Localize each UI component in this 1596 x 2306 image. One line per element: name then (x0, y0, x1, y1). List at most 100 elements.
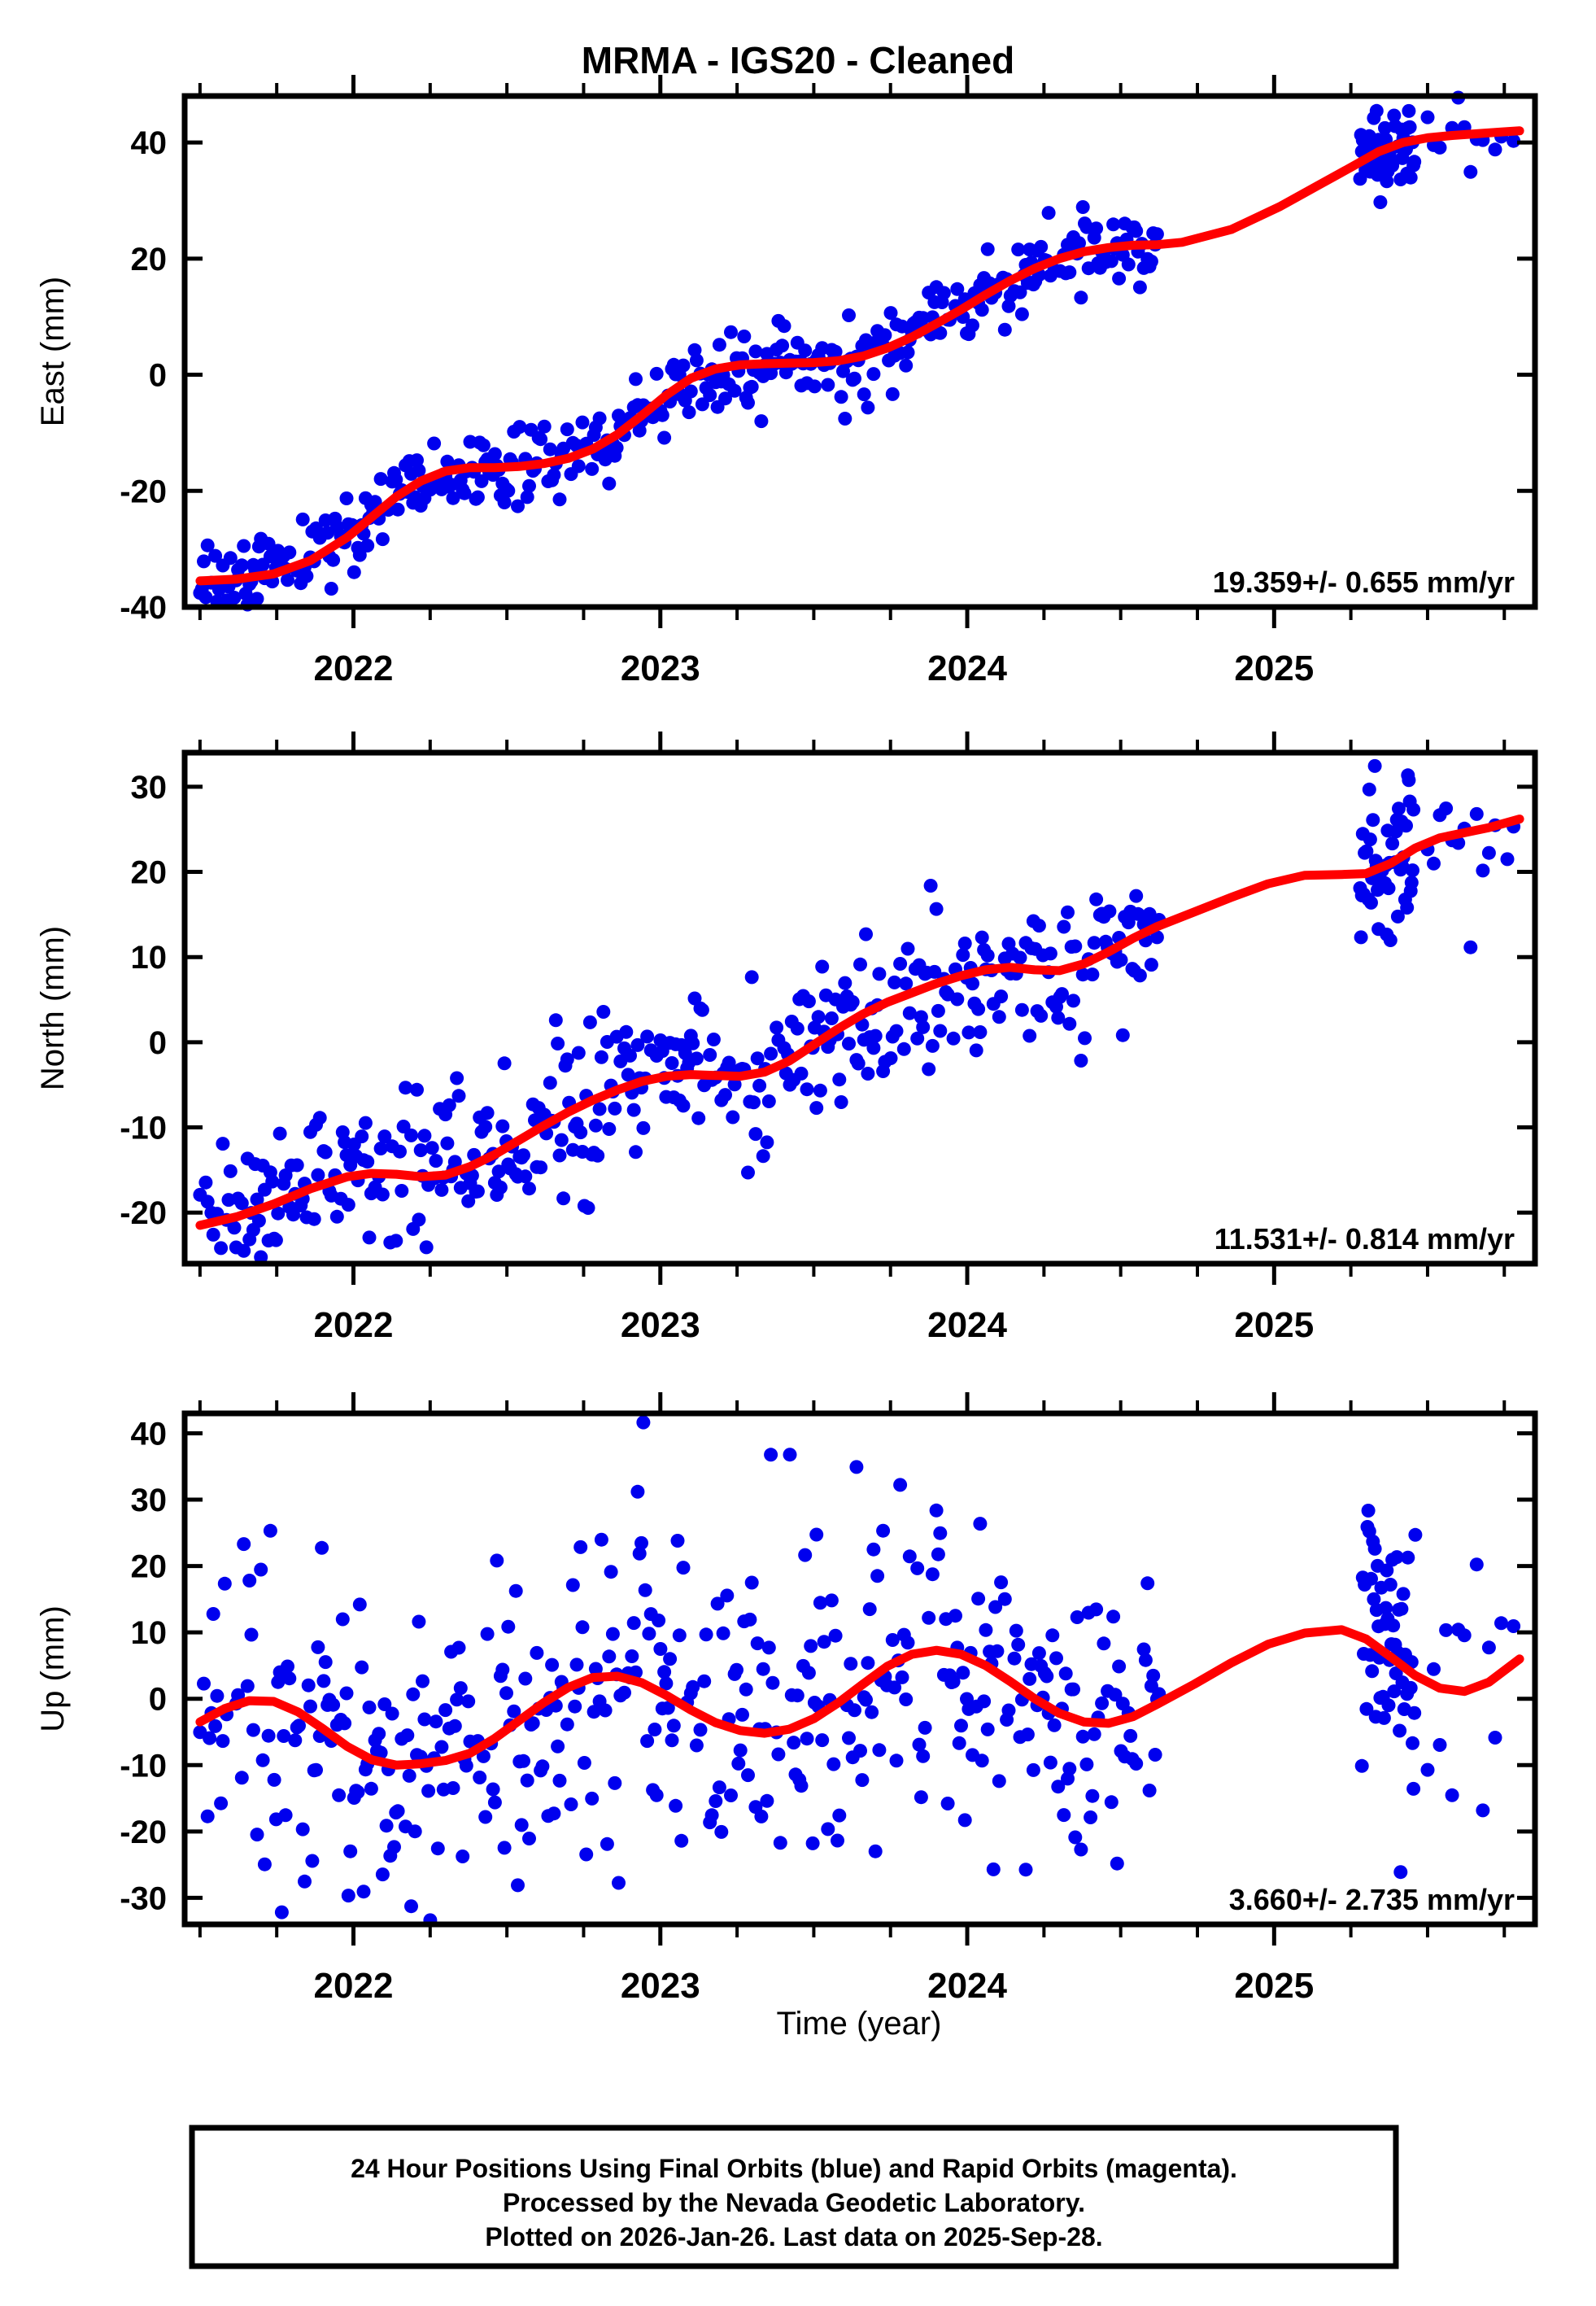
data-point (750, 1636, 765, 1651)
y-tick-label-up: 20 (131, 1549, 168, 1585)
y-tick-label-east: 40 (131, 125, 168, 161)
data-point (760, 1135, 774, 1150)
data-point (1387, 108, 1402, 123)
data-point (748, 1127, 763, 1142)
data-point (724, 1788, 738, 1802)
data-point (933, 1024, 948, 1038)
data-point (957, 1813, 972, 1828)
data-point (973, 1517, 988, 1531)
data-point (309, 1762, 323, 1777)
data-point (1427, 1662, 1441, 1676)
data-point (724, 325, 738, 339)
data-point (277, 1729, 291, 1743)
data-point (499, 1686, 513, 1701)
data-point (800, 1732, 814, 1746)
y-tick-label-up: 10 (131, 1615, 168, 1651)
data-point (625, 1649, 639, 1663)
plot-area-up (185, 1413, 1535, 1924)
data-point (216, 1137, 230, 1151)
data-point (210, 1688, 225, 1703)
data-point (1406, 1781, 1421, 1796)
data-point (223, 1164, 238, 1178)
data-point (636, 1120, 651, 1135)
data-point (360, 1155, 375, 1169)
data-point (237, 1537, 251, 1552)
data-point (902, 1006, 917, 1020)
data-point (1112, 1659, 1127, 1674)
data-point (648, 1723, 662, 1736)
data-point (512, 420, 527, 435)
y-tick-label-north: 30 (131, 770, 168, 806)
data-point (355, 1129, 369, 1144)
data-point (575, 1620, 590, 1635)
data-point (979, 1622, 993, 1637)
data-point (352, 1597, 367, 1612)
data-point (1041, 206, 1056, 221)
page-title: MRMA - IGS20 - Cleaned (582, 39, 1014, 81)
data-point (450, 1071, 464, 1085)
data-point (419, 1240, 434, 1255)
data-point (950, 992, 965, 1007)
data-point (373, 1745, 388, 1760)
data-point (1463, 940, 1478, 954)
data-point (674, 1833, 689, 1848)
data-point (271, 1206, 286, 1221)
data-point (1361, 1504, 1376, 1518)
data-point (307, 1212, 321, 1226)
data-point (355, 1660, 369, 1675)
data-point (305, 1854, 320, 1868)
data-point (1011, 242, 1026, 257)
data-point (1376, 1710, 1391, 1725)
data-point (1386, 1618, 1401, 1633)
data-point (315, 1540, 329, 1555)
data-point (497, 1056, 512, 1071)
data-point (347, 565, 361, 579)
data-point (395, 1184, 409, 1198)
data-point (922, 1610, 936, 1625)
data-point (543, 442, 557, 456)
data-point (273, 1126, 287, 1141)
data-point (794, 1066, 809, 1081)
data-point (851, 1056, 866, 1071)
data-point (861, 1656, 875, 1671)
data-point (564, 1797, 578, 1811)
data-point (1031, 919, 1046, 933)
data-point (537, 419, 552, 434)
y-tick-label-up: 30 (131, 1483, 168, 1518)
data-point (971, 1002, 986, 1016)
y-tick-label-up: -30 (120, 1880, 167, 1916)
data-point (815, 1733, 830, 1748)
data-point (1007, 1651, 1022, 1666)
data-point (600, 1837, 614, 1851)
data-point (442, 1098, 456, 1112)
data-point (1097, 1636, 1111, 1651)
data-point (569, 1657, 584, 1672)
data-point (1026, 1762, 1040, 1777)
data-point (254, 1562, 268, 1577)
data-point (695, 1002, 709, 1017)
data-point (657, 1665, 672, 1679)
data-point (630, 1037, 645, 1052)
data-point (1476, 1803, 1490, 1818)
data-point (748, 344, 763, 359)
data-point (375, 1867, 390, 1882)
data-point (632, 1546, 647, 1561)
data-point (1481, 1640, 1496, 1655)
x-tick-label-2023: 2023 (621, 649, 700, 688)
data-point (1040, 1669, 1054, 1684)
data-point (447, 1719, 462, 1733)
data-point (311, 1168, 325, 1182)
data-point (649, 1788, 664, 1802)
data-point (240, 1679, 255, 1693)
data-point (1057, 919, 1071, 934)
data-point (412, 1212, 426, 1227)
data-point (1079, 1757, 1094, 1771)
data-point (842, 308, 856, 322)
data-point (548, 1013, 563, 1028)
data-point (1009, 1623, 1023, 1638)
data-point (1078, 1031, 1092, 1046)
data-point (301, 1678, 316, 1692)
data-point (234, 1771, 249, 1785)
data-point (809, 1101, 824, 1116)
data-point (1390, 909, 1405, 924)
